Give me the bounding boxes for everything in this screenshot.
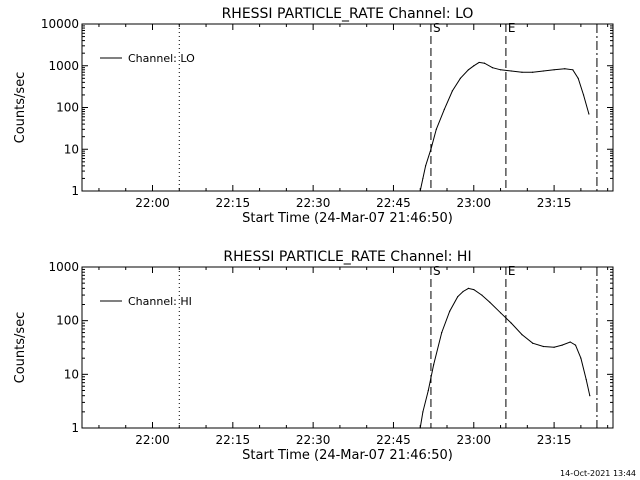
chart-1-data-point [572,69,574,71]
chart-1-data-point [483,62,486,64]
chart-2-x-tick-label: 22:15 [216,433,251,447]
chart-2-y-tick-label: 10 [64,367,79,381]
chart-1-data-point [430,148,432,150]
chart-2-marker-label: S [433,264,441,278]
chart-1-x-tick-label: 22:00 [135,196,170,210]
chart-1-series-line-1 [419,61,590,192]
chart-2-data-point [532,342,534,344]
chart-1-data-point [459,77,461,79]
chart-2-data-point [569,341,571,343]
chart-2-data-point [457,296,459,298]
chart-1-data-point [510,70,512,72]
render-timestamp: 14-Oct-2021 13:44 [560,469,636,478]
chart-2-data-point [449,310,451,312]
chart-1-data-point [564,68,566,70]
chart-1-y-axis-label: Counts/sec [13,72,28,144]
chart-2-legend-entry: Channel: HI [128,295,192,308]
chart-2-data-point [481,294,483,296]
chart-2-data-point [561,344,563,346]
chart-1-y-tick-label: 10000 [41,17,79,31]
chart-1-data-point [582,94,585,96]
chart-1-data-point [424,165,427,167]
chart-2-x-tick-label: 23:15 [537,433,572,447]
chart-2-data-point [422,411,424,413]
chart-1-data-point [491,67,494,69]
chart-1-y-tick-label: 10 [64,142,79,156]
chart-1-data-point [588,113,590,115]
chart-1-data-point [542,70,544,72]
chart-2-x-tick-label: 23:00 [456,433,491,447]
chart-1-data-point [419,190,421,192]
chart-2-plot-frame [81,266,614,429]
chart-2-data-point [510,322,512,324]
chart-1-x-tick-label: 22:15 [216,196,251,210]
chart-1-x-axis-label: Start Time (24-Mar-07 21:46:50) [242,211,453,226]
chart-2-data-point [433,364,435,366]
chart-2-data-point [462,290,464,293]
chart-1-data-point [577,77,579,79]
chart-2-x-tick-label: 22:45 [376,433,411,447]
chart-2-data-point [499,312,502,314]
chart-2-data-point [419,427,421,429]
chart-1-data-point [443,108,445,111]
chart-1-data-point [478,61,480,64]
chart-1-data-point [435,128,437,130]
chart-1-marker-label: S [433,21,441,35]
chart-2-x-tick-label: 22:30 [296,433,331,447]
chart-1-marker-label: E [508,21,516,35]
chart-1-y-tick-label: 1000 [48,59,79,73]
chart-1-data-point [451,90,453,92]
chart-1-y-tick-label: 1 [71,184,79,198]
chart-1-data-point [422,177,424,180]
chart-2-data-point [589,395,591,397]
chart-2-y-tick-label: 1000 [48,260,79,274]
chart-1-data-point [499,69,502,71]
chart-1-x-tick-label: 22:45 [376,196,411,210]
chart-1: RHESSI PARTICLE_RATE Channel: LO 1 10 100 10… [13,6,614,226]
chart-2-data-point [521,334,523,336]
chart-1-y-tick-label: 100 [56,101,79,115]
chart-2-data-point [441,331,443,334]
chart-1-legend-entry: Channel: LO [128,52,195,65]
chart-2-y-tick-label: 100 [56,314,79,328]
chart-1-data-point [532,71,534,73]
chart-2-data-point [542,345,544,348]
chart-2-title: RHESSI PARTICLE_RATE Channel: HI [223,249,471,265]
chart-1-data-point [467,69,470,71]
chart-2-data-point [427,389,429,392]
chart-2-data-point [553,346,555,348]
chart-1-title: RHESSI PARTICLE_RATE Channel: LO [222,6,474,22]
chart-2-marker-label: E [508,264,516,278]
chart-2-y-tick-label: 1 [71,421,79,435]
chart-2-series-line-1 [419,287,591,429]
chart-1-x-tick-label: 23:15 [537,196,572,210]
chart-2-data-point [489,301,491,303]
chart-1-x-tick-label: 22:30 [296,196,331,210]
chart-2-data-point [473,288,475,291]
chart-2-x-axis-label: Start Time (24-Mar-07 21:46:50) [242,448,453,463]
chart-2-data-point [574,344,577,346]
chart-2: RHESSI PARTICLE_RATE Channel: HI 1 10 100 10… [13,249,614,463]
chart-1-x-tick-label: 23:00 [456,196,491,210]
chart-1-data-point [521,71,523,73]
chart-1-data-point [473,65,475,67]
chart-2-y-axis-label: Counts/sec [13,312,28,384]
chart-2-data-point [580,357,582,359]
chart-2-data-point [467,287,470,289]
chart-2-x-tick-label: 22:00 [135,433,170,447]
chart-2-data-point [585,378,587,381]
chart-1-data-point [553,69,555,71]
